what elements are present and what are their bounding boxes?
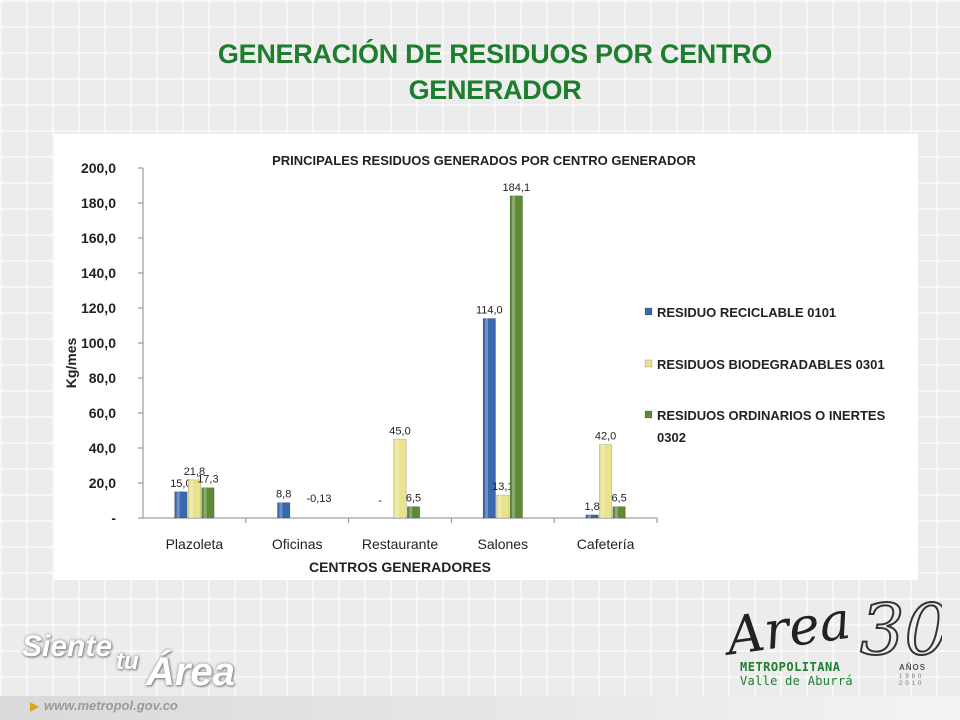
x-tick-label: Oficinas xyxy=(272,536,323,552)
footer-bar xyxy=(0,696,960,720)
x-axis-label: CENTROS GENERADORES xyxy=(309,559,491,575)
x-tick-label: Restaurante xyxy=(362,536,438,552)
bar-highlight xyxy=(203,487,207,518)
bar-highlight xyxy=(395,439,399,518)
slogan-area: Área xyxy=(146,650,235,694)
bar-highlight xyxy=(601,444,605,518)
bar-1-3 xyxy=(496,494,510,519)
data-label: 114,0 xyxy=(476,305,503,317)
bar-highlight xyxy=(498,495,502,518)
data-label: 45,0 xyxy=(389,425,410,437)
bar-2-4 xyxy=(612,506,626,519)
bar-1-2 xyxy=(393,438,407,519)
bar-2-3 xyxy=(509,195,523,519)
logo-years: 1980 2010 xyxy=(899,674,925,687)
slide-title: GENERACIÓN DE RESIDUOS POR CENTRO GENERA… xyxy=(217,39,773,105)
bar-0-4 xyxy=(585,514,599,519)
bar-0-3 xyxy=(482,318,496,519)
legend-label-2: 0302 xyxy=(657,430,686,445)
y-tick-label: 80,0 xyxy=(89,370,116,386)
bar-highlight xyxy=(190,479,194,518)
y-tick-label: 200,0 xyxy=(81,160,116,176)
y-tick-label: 180,0 xyxy=(81,195,116,211)
chart-title: PRINCIPALES RESIDUOS GENERADOS POR CENTR… xyxy=(272,153,696,168)
slogan-tu: tu xyxy=(116,648,139,675)
data-label: -0,13 xyxy=(306,493,331,505)
data-label: 21,8 xyxy=(184,466,205,478)
data-label: 6,5 xyxy=(406,493,421,505)
data-label: 1,8 xyxy=(584,501,599,513)
y-axis-label: Kg/mes xyxy=(63,338,79,389)
area-metropolitana-logo: Area 30 xyxy=(722,588,942,672)
bar-highlight xyxy=(485,318,489,518)
bar-1-0 xyxy=(187,479,201,519)
bar-highlight xyxy=(409,506,413,518)
bar-1-4 xyxy=(599,444,613,519)
y-tick-label: 120,0 xyxy=(81,300,116,316)
website-link[interactable]: www.metropol.gov.co xyxy=(44,698,178,713)
y-tick-label: 100,0 xyxy=(81,335,116,351)
slogan-siente: Siente xyxy=(22,630,113,663)
y-tick-label: - xyxy=(111,510,116,526)
bar-highlight xyxy=(512,195,516,518)
y-tick-label: 20,0 xyxy=(89,475,116,491)
bar-highlight xyxy=(587,514,591,518)
x-tick-label: Salones xyxy=(478,536,529,552)
logo-anos: AÑOS xyxy=(899,663,927,672)
logo-line-1: METROPOLITANA xyxy=(740,660,841,674)
bar-chart: PRINCIPALES RESIDUOS GENERADOS POR CENTR… xyxy=(63,153,886,575)
logo-number: 30 xyxy=(860,589,942,671)
legend-label-0: RESIDUO RECICLABLE 0101 xyxy=(657,305,836,320)
bar-2-2 xyxy=(406,506,421,519)
bar-0-0 xyxy=(174,491,188,519)
legend-swatch-1 xyxy=(644,359,653,368)
legend-label-1: RESIDUOS BIODEGRADABLES 0301 xyxy=(657,357,885,372)
data-label: 15,0 xyxy=(170,478,191,490)
y-tick-label: 160,0 xyxy=(81,230,116,246)
legend-label-2: RESIDUOS ORDINARIOS O INERTES xyxy=(657,408,886,423)
x-tick-label: Plazoleta xyxy=(166,536,224,552)
bar-highlight xyxy=(279,502,283,518)
logo-script: Area xyxy=(722,591,854,668)
y-tick-label: 60,0 xyxy=(89,405,116,421)
bar-highlight xyxy=(614,506,618,518)
chart-panel: PRINCIPALES RESIDUOS GENERADOS POR CENTR… xyxy=(54,134,918,580)
data-label: 184,1 xyxy=(503,182,531,194)
logo-line-2: Valle de Aburrá xyxy=(740,674,853,688)
legend-swatch-0 xyxy=(644,307,653,316)
data-label: 17,3 xyxy=(197,474,218,486)
data-label: 42,0 xyxy=(595,431,616,443)
data-label: 6,5 xyxy=(611,493,626,505)
arrow-icon xyxy=(30,702,39,712)
data-label: 13,1 xyxy=(492,481,513,493)
bar-highlight xyxy=(176,491,180,518)
x-tick-label: Cafetería xyxy=(577,536,635,552)
y-tick-label: 40,0 xyxy=(89,440,116,456)
data-label: - xyxy=(378,495,382,507)
y-tick-label: 140,0 xyxy=(81,265,116,281)
bar-2-0 xyxy=(201,487,215,519)
legend-swatch-2 xyxy=(644,410,653,419)
data-label: 8,8 xyxy=(276,489,291,501)
bar-0-1 xyxy=(277,502,291,519)
